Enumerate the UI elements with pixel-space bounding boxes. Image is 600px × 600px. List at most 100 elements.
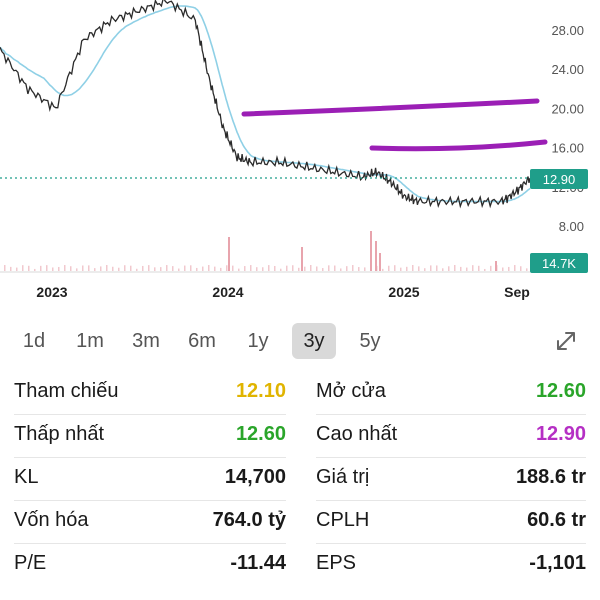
volume-bar — [484, 268, 486, 271]
volume-bar — [46, 265, 48, 271]
volume-bar — [364, 267, 366, 271]
volume-bar — [412, 265, 414, 271]
x-tick-label: 2025 — [388, 284, 419, 300]
divider — [316, 500, 586, 501]
volume-bar — [106, 265, 108, 271]
price-tag-text: 12.90 — [543, 172, 576, 187]
volume-bar — [214, 266, 216, 271]
volume-bar — [298, 267, 300, 271]
volume-bar — [466, 267, 468, 271]
stat-label: Vốn hóa — [14, 509, 89, 531]
volume-bar — [370, 265, 372, 271]
stats-row: Tham chiếu 12.10 Mở cửa 12.60 — [0, 372, 600, 414]
volume-bar — [118, 267, 120, 271]
volume-bar — [228, 237, 230, 271]
volume-bar — [220, 267, 222, 271]
stat-label: Cao nhất — [316, 423, 398, 445]
volume-bar — [346, 266, 348, 271]
x-tick-label: Sep — [504, 284, 530, 300]
volume-bar — [166, 265, 168, 271]
stat-value: 12.60 — [235, 423, 286, 445]
volume-bar — [274, 265, 276, 271]
divider — [14, 543, 286, 544]
volume-bar — [172, 266, 174, 271]
stat-label: Giá trị — [316, 466, 370, 488]
volume-tag-text: 14.7K — [542, 256, 576, 271]
range-1m[interactable]: 1m — [76, 330, 104, 352]
volume-bar — [70, 266, 72, 271]
price-tag: 12.90 — [530, 169, 588, 189]
range-3m[interactable]: 3m — [132, 330, 160, 352]
divider — [316, 457, 586, 458]
volume-bar — [268, 265, 270, 271]
stat-value: 188.6 tr — [515, 466, 586, 488]
stat-value: 60.6 tr — [527, 509, 586, 531]
volume-bar — [208, 265, 210, 271]
volume-bar — [184, 265, 186, 271]
volume-bar — [358, 267, 360, 271]
volume-bar — [292, 265, 294, 271]
volume-bar — [64, 265, 66, 271]
volume-bar — [16, 267, 18, 271]
volume-bar — [262, 267, 264, 271]
volume-bar — [52, 267, 54, 271]
volume-bar — [100, 266, 102, 271]
volume-bar — [301, 247, 303, 271]
range-1y[interactable]: 1y — [247, 330, 269, 352]
y-tick-label: 16.00 — [551, 141, 584, 156]
volume-bar — [376, 265, 378, 271]
stat-label: Thấp nhất — [14, 423, 105, 445]
volume-bar — [370, 231, 372, 271]
stat-label: Tham chiếu — [14, 380, 119, 402]
y-tick-label: 24.00 — [551, 62, 584, 77]
volume-bar — [58, 266, 60, 271]
volume-bar — [238, 268, 240, 271]
volume-bar — [40, 265, 42, 271]
volume-bar — [280, 268, 282, 271]
expand-icon[interactable] — [553, 328, 579, 354]
volume-bar — [28, 265, 30, 271]
volume-bar — [112, 266, 114, 271]
volume-bar — [430, 265, 432, 271]
volume-bar — [400, 267, 402, 271]
divider — [14, 457, 286, 458]
volume-bar — [352, 265, 354, 271]
stat-value: -11.44 — [230, 552, 286, 574]
volume-bar — [82, 265, 84, 271]
y-tick-label: 28.00 — [551, 23, 584, 38]
volume-bar — [478, 265, 480, 271]
marker-stroke — [369, 139, 548, 152]
volume-bar — [442, 268, 444, 271]
range-5y[interactable]: 5y — [359, 330, 381, 352]
volume-bar — [76, 268, 78, 271]
stat-label: P/E — [14, 552, 47, 574]
volume-bar — [424, 268, 426, 271]
volume-bar — [490, 265, 492, 271]
x-tick-label: 2023 — [36, 284, 67, 300]
x-tick-label: 2024 — [212, 284, 243, 300]
volume-bar — [382, 268, 384, 271]
volume-bar — [496, 265, 498, 271]
volume-bar — [4, 265, 6, 271]
volume-bar — [142, 265, 144, 271]
range-selector: 1d 1m 3m 6m 1y 3y 5y — [0, 318, 600, 362]
volume-bar — [502, 267, 504, 271]
volume-bar — [148, 265, 150, 271]
range-1d[interactable]: 1d — [22, 330, 46, 352]
volume-bar — [508, 266, 510, 271]
y-tick-label: 8.00 — [559, 219, 584, 234]
volume-bar — [22, 265, 24, 271]
range-6m[interactable]: 6m — [188, 330, 216, 352]
price-line — [0, 0, 531, 209]
volume-bar — [10, 266, 12, 271]
stat-label: Mở cửa — [316, 380, 386, 402]
volume-bar — [232, 265, 234, 271]
range-3y[interactable]: 3y — [292, 323, 336, 359]
volume-bar — [418, 266, 420, 271]
x-axis: 2023 2024 2025 Sep — [36, 284, 529, 300]
volume-bar — [94, 268, 96, 271]
stat-value: 12.60 — [535, 380, 586, 402]
stats-row: Vốn hóa 764.0 tỷ CPLH 60.6 tr — [0, 501, 600, 543]
